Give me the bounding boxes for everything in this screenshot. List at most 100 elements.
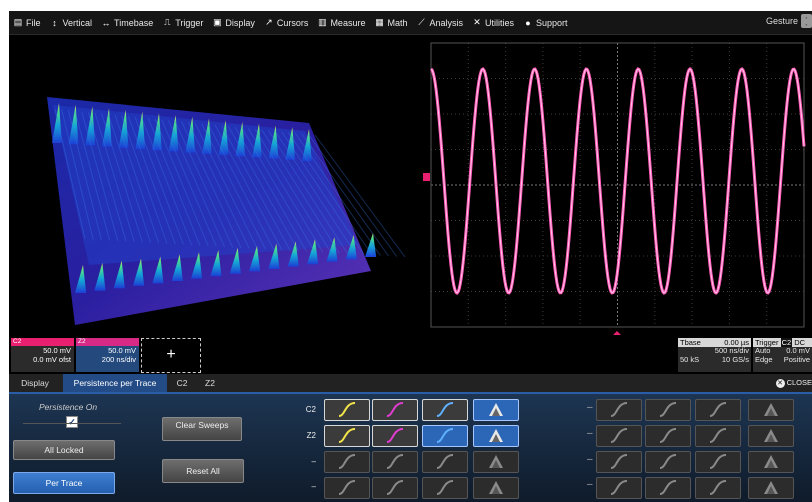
menu-file[interactable]: ▤ File — [13, 17, 41, 28]
menu-trigger[interactable]: ⎍ Trigger — [164, 17, 204, 28]
waveform-grid[interactable] — [423, 35, 812, 335]
persistence-mode-linear-button[interactable] — [596, 477, 642, 499]
linear-persistence-icon — [610, 428, 628, 443]
persistence-mode-log-button[interactable] — [372, 399, 418, 421]
analog-persistence-icon — [436, 402, 454, 417]
row-label-c2: C2 — [305, 405, 316, 414]
persistence-streak — [234, 126, 307, 252]
persistence-mode-linear-button[interactable] — [596, 399, 642, 421]
menu-support[interactable]: ● Support — [523, 18, 567, 28]
all-locked-button[interactable]: All Locked — [13, 440, 115, 460]
menu-display[interactable]: ▣ Display — [213, 17, 255, 28]
analysis-icon: ⟋ — [418, 17, 425, 27]
persistence-spike — [52, 103, 62, 143]
persistence-mode-3d-button[interactable] — [473, 399, 519, 421]
z2-zoom-descriptor[interactable]: Z2 50.0 mV 200 ns/div — [76, 338, 139, 372]
3d-persistence-icon — [489, 429, 503, 442]
persistence-mode-linear-button[interactable] — [324, 451, 370, 473]
persistence-spike — [152, 113, 162, 151]
menu-measure[interactable]: ▥ Measure — [318, 17, 366, 28]
menu-analysis[interactable]: ⟋ Analysis — [418, 17, 463, 28]
persistence-streak — [87, 112, 127, 242]
persistence-spike — [287, 241, 299, 267]
persistence-mode-3d-button[interactable] — [473, 425, 519, 447]
persistence-mode-analog-button[interactable] — [695, 451, 741, 473]
vertical-icon: ↕ — [52, 17, 57, 28]
persistence-mode-linear-button[interactable] — [324, 399, 370, 421]
persistence-mode-3d-button[interactable] — [473, 477, 519, 499]
persistence-spike — [75, 265, 87, 293]
tab-c2[interactable]: C2 — [176, 378, 188, 388]
analog-persistence-icon — [709, 402, 727, 417]
persistence-mode-linear-button[interactable] — [324, 477, 370, 499]
persistence-streak — [61, 109, 94, 240]
persistence-streak — [94, 112, 135, 242]
persistence-mode-linear-button[interactable] — [596, 451, 642, 473]
3d-persistence-icon — [764, 429, 778, 442]
persistence-spike — [235, 122, 246, 157]
persistence-mode-analog-button[interactable] — [422, 477, 468, 499]
close-button[interactable]: ✕ CLOSE — [775, 378, 812, 388]
persistence-mode-log-button[interactable] — [372, 477, 418, 499]
persistence-mode-analog-button[interactable] — [695, 425, 741, 447]
persistence-spike — [268, 125, 279, 159]
per-trace-button[interactable]: Per Trace — [13, 472, 115, 494]
persistence-mode-3d-button[interactable] — [748, 399, 794, 421]
add-trace-button[interactable]: + — [141, 338, 201, 373]
persistence-mode-log-button[interactable] — [645, 477, 691, 499]
c2-channel-descriptor[interactable]: C2 50.0 mV 0.0 mV ofst — [11, 338, 74, 372]
persistence-mode-log-button[interactable] — [645, 399, 691, 421]
persistence-spike — [249, 245, 261, 272]
persistence-on-checkbox[interactable]: ✓ — [66, 416, 78, 428]
persistence-streak — [287, 132, 373, 256]
persistence-mode-log-button[interactable] — [645, 425, 691, 447]
persistence-spike — [307, 239, 319, 265]
persistence-mode-analog-button[interactable] — [422, 425, 468, 447]
menu-math[interactable]: ▦ Math — [375, 17, 408, 28]
persistence-3d-graph[interactable] — [9, 35, 419, 335]
persistence-streak — [167, 120, 225, 248]
persistence-mode-linear-button[interactable] — [596, 425, 642, 447]
persistence-streak — [221, 125, 291, 251]
menu-bar: ▤ File ↕ Vertical ↔ Timebase ⎍ Trigger ▣ Disp… — [9, 11, 812, 35]
persistence-mode-3d-button[interactable] — [748, 451, 794, 473]
persistence-mode-analog-button[interactable] — [695, 399, 741, 421]
tab-persistence-per-trace[interactable]: Persistence per Trace — [63, 374, 167, 392]
menu-cursors[interactable]: ↗ Cursors — [265, 17, 309, 28]
clear-sweeps-button[interactable]: Clear Sweeps — [162, 417, 242, 441]
persistence-mode-log-button[interactable] — [372, 451, 418, 473]
persistence-mode-linear-button[interactable] — [324, 425, 370, 447]
tab-z2[interactable]: Z2 — [205, 378, 215, 388]
menu-vertical[interactable]: ↕ Vertical — [50, 17, 92, 28]
persistence-spike — [326, 237, 338, 262]
persistence-mode-analog-button[interactable] — [422, 399, 468, 421]
persistence-streak — [201, 123, 266, 250]
timebase-header: Tbase 0.00 µs — [678, 338, 751, 347]
trigger-position-marker[interactable] — [613, 331, 621, 335]
z2-time-per-div: 200 ns/div — [101, 355, 136, 364]
tab-display[interactable]: Display — [21, 378, 49, 388]
persistence-mode-analog-button[interactable] — [695, 477, 741, 499]
persistence-mode-3d-button[interactable] — [748, 477, 794, 499]
linear-persistence-icon — [338, 454, 356, 469]
persistence-streak — [261, 129, 340, 254]
persistence-streak — [307, 134, 398, 257]
persistence-streak — [154, 118, 209, 247]
linear-persistence-icon — [338, 480, 356, 495]
trigger-descriptor[interactable]: Trigger C2 DC Auto 0.0 mV Edge Positive — [753, 338, 812, 372]
persistence-mode-3d-button[interactable] — [473, 451, 519, 473]
persistence-mode-log-button[interactable] — [372, 425, 418, 447]
channel-offset-marker[interactable] — [423, 173, 430, 181]
row-label-z2: Z2 — [306, 431, 316, 440]
row-dash: – — [587, 454, 593, 465]
persistence-mode-analog-button[interactable] — [422, 451, 468, 473]
persistence-mode-3d-button[interactable] — [748, 425, 794, 447]
reset-all-button[interactable]: Reset All — [162, 459, 244, 483]
menu-timebase[interactable]: ↔ Timebase — [101, 17, 154, 28]
close-icon: ✕ — [775, 379, 785, 388]
persistence-mode-log-button[interactable] — [645, 451, 691, 473]
timebase-descriptor[interactable]: Tbase 0.00 µs 500 ns/div 50 kS 10 GS/s — [678, 338, 751, 372]
persistence-streak — [67, 110, 102, 241]
menu-utilities[interactable]: ✕ Utilities — [473, 17, 514, 28]
gesture-toggle[interactable]: ▪ ▪ — [801, 14, 812, 28]
